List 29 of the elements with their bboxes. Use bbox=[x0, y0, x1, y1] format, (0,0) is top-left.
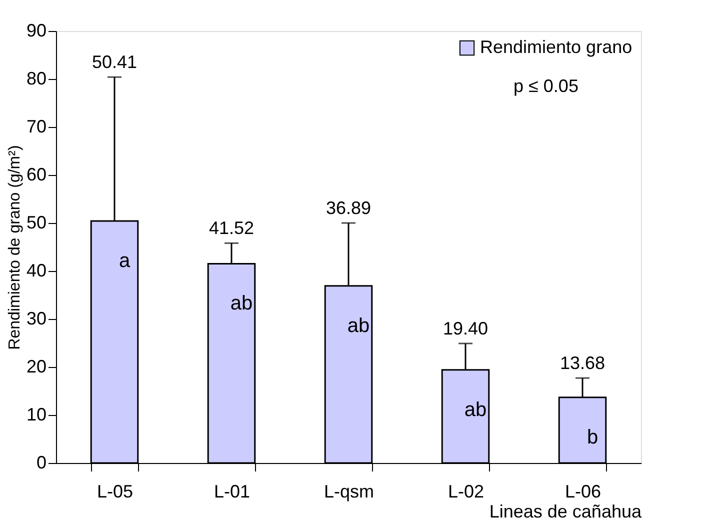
annotation: p ≤ 0.05 bbox=[514, 76, 578, 96]
y-tick-label: 0 bbox=[36, 452, 46, 472]
x-axis-title: Lineas de cañahua bbox=[489, 502, 642, 522]
annotation: ab bbox=[464, 398, 487, 421]
annotation: a bbox=[118, 250, 131, 272]
text: 19.40 bbox=[442, 318, 488, 338]
y-tick-label: 20 bbox=[26, 356, 46, 376]
annotation: b bbox=[586, 426, 598, 448]
text: 50.41 bbox=[92, 52, 138, 72]
y-axis-title: Rendimiento de grano (g/m²) bbox=[6, 145, 24, 350]
y-tick-label: 50 bbox=[26, 212, 46, 232]
x-tick-label: L-02 bbox=[448, 482, 484, 502]
y-tick-label: 90 bbox=[26, 20, 46, 40]
text: 41.52 bbox=[208, 218, 254, 238]
legend-label: Rendimiento grano bbox=[480, 37, 632, 57]
y-tick-label: 30 bbox=[26, 308, 46, 328]
text: 13.68 bbox=[560, 353, 606, 374]
y-tick-label: 60 bbox=[26, 164, 46, 184]
annotation: ab bbox=[230, 292, 253, 315]
x-tick-label: L-05 bbox=[96, 482, 134, 502]
y-tick-label: 70 bbox=[26, 116, 46, 136]
y-tick-label: 40 bbox=[26, 260, 46, 280]
y-tick-label: 10 bbox=[26, 404, 46, 424]
annotation: ab bbox=[347, 314, 370, 337]
text: 36.89 bbox=[326, 198, 372, 218]
x-tick-label: L-qsm bbox=[324, 482, 374, 502]
x-tick-label: L-01 bbox=[214, 482, 250, 502]
x-tick-label: L-06 bbox=[564, 482, 602, 502]
y-tick-label: 80 bbox=[26, 68, 46, 88]
